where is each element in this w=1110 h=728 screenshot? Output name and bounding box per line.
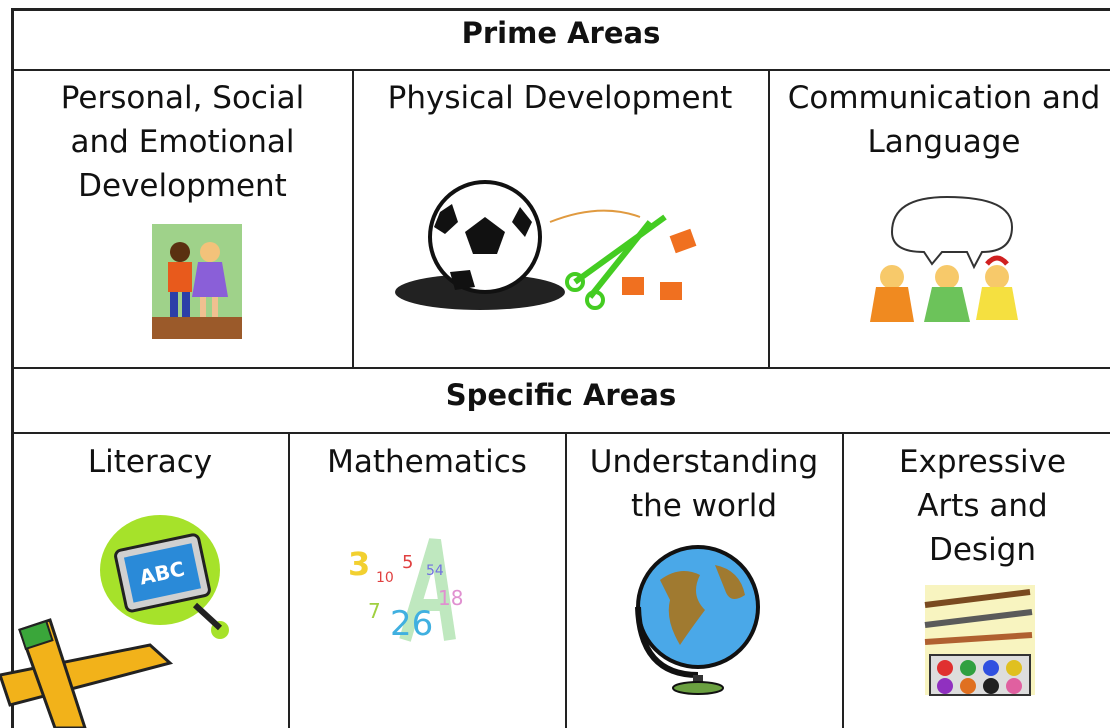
column-divider	[768, 70, 770, 368]
mathematics-clipart: 3 10 5 54 7 26 18	[348, 538, 463, 644]
talking-clipart	[870, 195, 1018, 322]
clipart-number: 10	[376, 570, 394, 586]
area-label: Communication and Language	[787, 80, 1101, 160]
art-clipart	[924, 585, 1035, 696]
row-divider	[12, 367, 1110, 369]
clipart-number: 7	[368, 599, 381, 623]
area-label: Literacy	[87, 444, 213, 480]
column-divider	[565, 433, 567, 728]
globe-clipart	[635, 545, 760, 695]
column-divider	[842, 433, 844, 728]
row-divider	[12, 432, 1110, 434]
section-title: Prime Areas	[461, 16, 661, 50]
column-divider	[352, 70, 354, 368]
pencil-clipart	[0, 618, 174, 728]
area-label: Physical Development	[387, 80, 733, 116]
border-top	[12, 8, 1110, 11]
area-label: Understanding the world	[589, 444, 819, 524]
clipart-number: 26	[390, 604, 433, 644]
ball-clipart	[395, 180, 697, 310]
column-divider	[288, 433, 290, 728]
literacy-clipart: ABC	[100, 515, 229, 639]
clipart-number: 18	[438, 586, 463, 610]
clipart-number: 54	[426, 563, 444, 579]
area-label: Personal, Social and Emotional Developme…	[60, 80, 305, 204]
area-label: Expressive Arts and Design	[898, 444, 1067, 568]
section-title: Specific Areas	[445, 378, 677, 412]
area-label: Mathematics	[327, 444, 527, 480]
children-clipart	[152, 224, 242, 339]
clipart-number: 3	[348, 545, 370, 583]
clipart-number: 5	[402, 552, 413, 573]
row-divider	[12, 69, 1110, 71]
